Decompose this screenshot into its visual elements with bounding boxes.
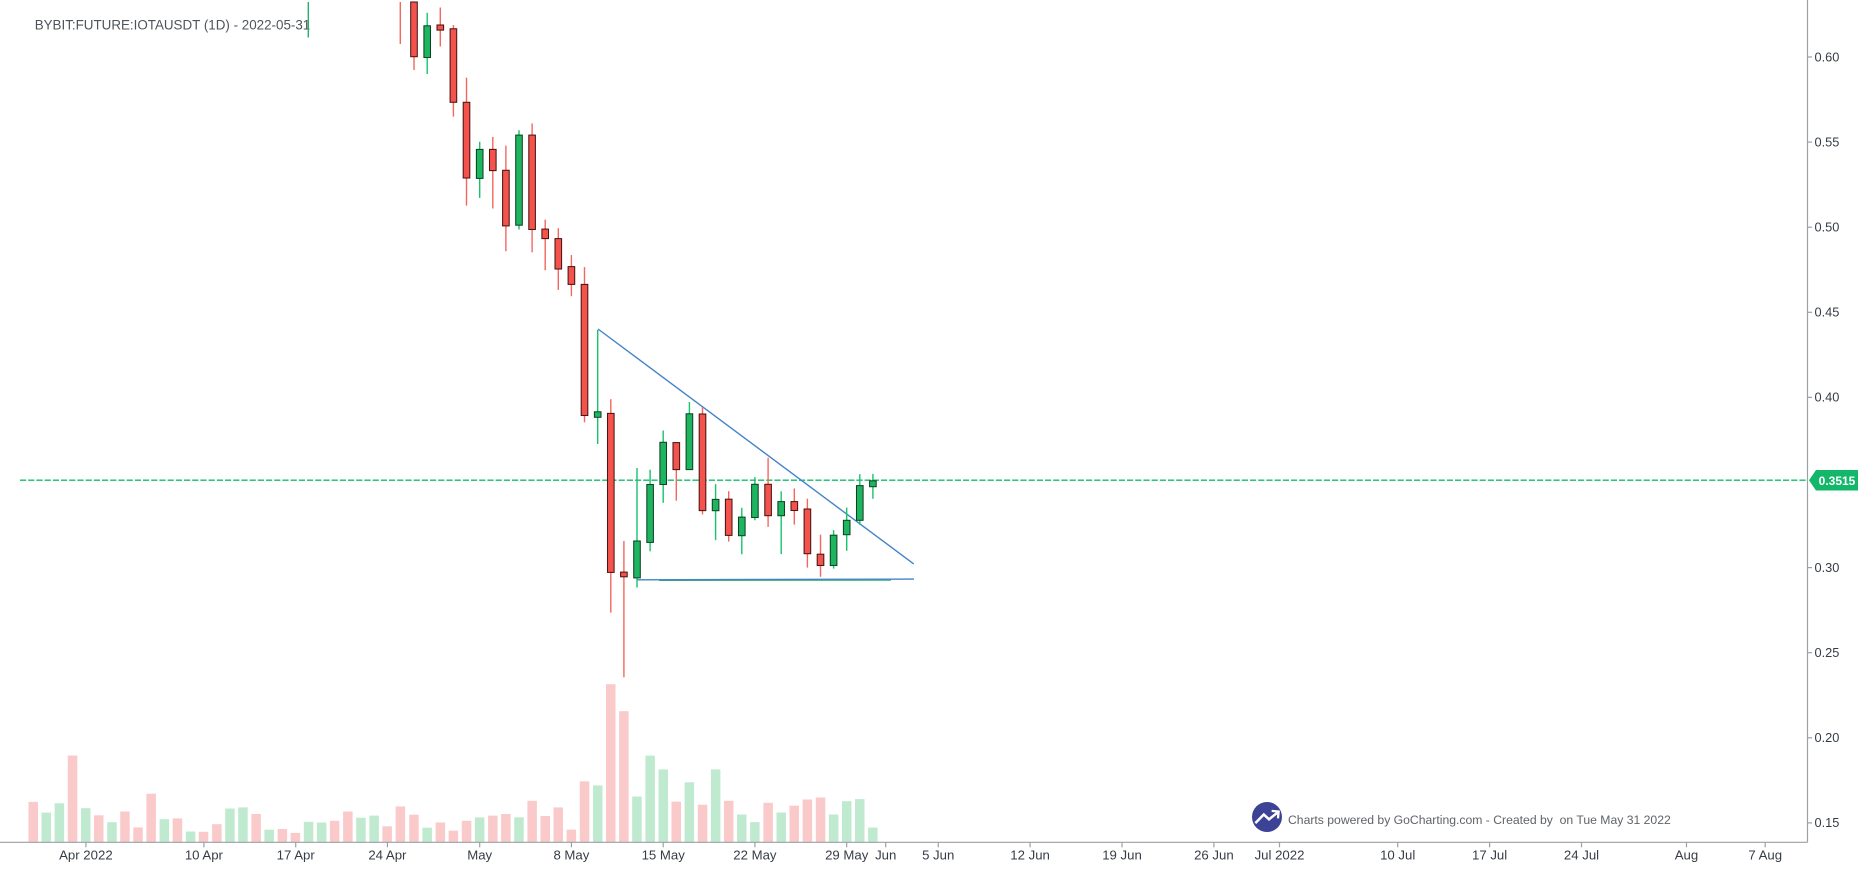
svg-text:24 Jul: 24 Jul	[1564, 848, 1599, 863]
svg-text:22 May: 22 May	[733, 848, 777, 863]
svg-text:Jun: Jun	[875, 848, 896, 863]
svg-text:Aug: Aug	[1675, 848, 1698, 863]
svg-text:29 May: 29 May	[825, 848, 869, 863]
svg-text:May: May	[467, 848, 492, 863]
svg-text:0.60: 0.60	[1815, 49, 1840, 64]
svg-text:0.3515: 0.3515	[1819, 474, 1856, 488]
svg-text:BYBIT:FUTURE:IOTAUSDT (1D) - 2: BYBIT:FUTURE:IOTAUSDT (1D) - 2022-05-31	[35, 18, 311, 33]
svg-text:0.20: 0.20	[1815, 730, 1840, 745]
svg-text:12 Jun: 12 Jun	[1010, 848, 1050, 863]
svg-text:7 Aug: 7 Aug	[1748, 848, 1782, 863]
svg-text:8 May: 8 May	[553, 848, 589, 863]
svg-text:26 Jun: 26 Jun	[1194, 848, 1234, 863]
svg-text:19 Jun: 19 Jun	[1102, 848, 1142, 863]
svg-text:Charts powered by GoCharting.c: Charts powered by GoCharting.com - Creat…	[1288, 813, 1671, 827]
svg-text:17 Apr: 17 Apr	[277, 848, 316, 863]
svg-text:24 Apr: 24 Apr	[368, 848, 407, 863]
svg-text:0.45: 0.45	[1815, 305, 1840, 320]
svg-text:17 Jul: 17 Jul	[1472, 848, 1507, 863]
svg-text:Jul 2022: Jul 2022	[1255, 848, 1305, 863]
svg-text:10 Jul: 10 Jul	[1380, 848, 1415, 863]
svg-text:0.40: 0.40	[1815, 390, 1840, 405]
svg-text:5 Jun: 5 Jun	[922, 848, 954, 863]
svg-text:0.50: 0.50	[1815, 220, 1840, 235]
svg-text:0.25: 0.25	[1815, 645, 1840, 660]
svg-text:Apr 2022: Apr 2022	[59, 848, 113, 863]
svg-text:0.15: 0.15	[1815, 815, 1840, 830]
svg-text:0.30: 0.30	[1815, 560, 1840, 575]
svg-text:10 Apr: 10 Apr	[185, 848, 224, 863]
svg-text:0.55: 0.55	[1815, 134, 1840, 149]
svg-text:15 May: 15 May	[642, 848, 686, 863]
